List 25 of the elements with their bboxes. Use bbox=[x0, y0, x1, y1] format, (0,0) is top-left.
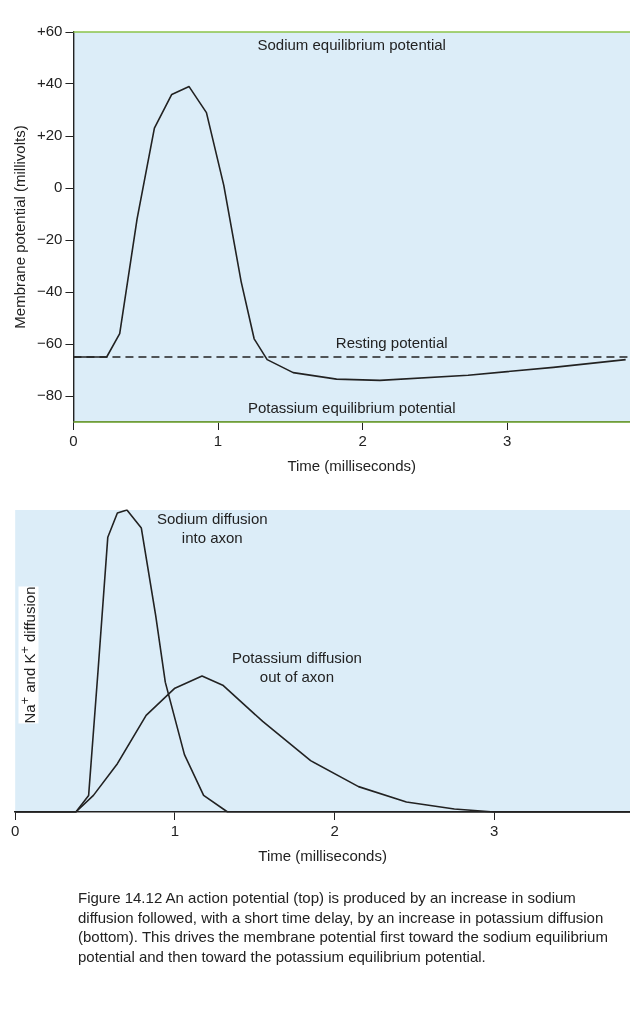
x-tick-label: 2 bbox=[330, 822, 339, 840]
x-axis-title: Time (milliseconds) bbox=[287, 457, 417, 475]
x-tick-label: 1 bbox=[213, 432, 223, 450]
y-tick-label: +60 bbox=[36, 22, 63, 40]
y-tick-label: +20 bbox=[36, 126, 63, 144]
x-tick-label: 3 bbox=[490, 822, 499, 840]
x-tick-label: 0 bbox=[11, 822, 20, 840]
x-tick-label: 2 bbox=[358, 432, 367, 450]
series-label: Potassium diffusion out of axon bbox=[232, 648, 362, 685]
y-tick-label: +40 bbox=[36, 74, 63, 92]
series-label: Sodium diffusion into axon bbox=[156, 509, 268, 546]
caption: Figure 14.12 An action potential (top) is produced by an increase in sodium diffusion followed, with a short time delay, by an increase in potassium diffusion (bottom). This drives the membrane potential first toward the sodium equilibrium potential and then toward the potassium equilibrium potential. bbox=[78, 888, 609, 966]
x-tick-label: 0 bbox=[69, 432, 78, 450]
y-tick-label: 0 bbox=[54, 178, 63, 196]
y-tick-label: −40 bbox=[36, 282, 63, 300]
y-axis-title: Membrane potential (millivolts) bbox=[11, 125, 29, 329]
x-axis-title: Time (milliseconds) bbox=[258, 847, 387, 865]
ref-line-label: Potassium equilibrium potential bbox=[247, 398, 456, 416]
ref-line-label: Resting potential bbox=[335, 333, 448, 351]
y-tick-label: −60 bbox=[36, 334, 63, 352]
y-tick-label: −80 bbox=[36, 386, 63, 404]
ref-line-label: Sodium equilibrium potential bbox=[257, 35, 446, 53]
x-tick-label: 1 bbox=[170, 822, 180, 840]
x-tick-label: 3 bbox=[502, 432, 512, 450]
y-tick-label: −20 bbox=[36, 230, 63, 248]
